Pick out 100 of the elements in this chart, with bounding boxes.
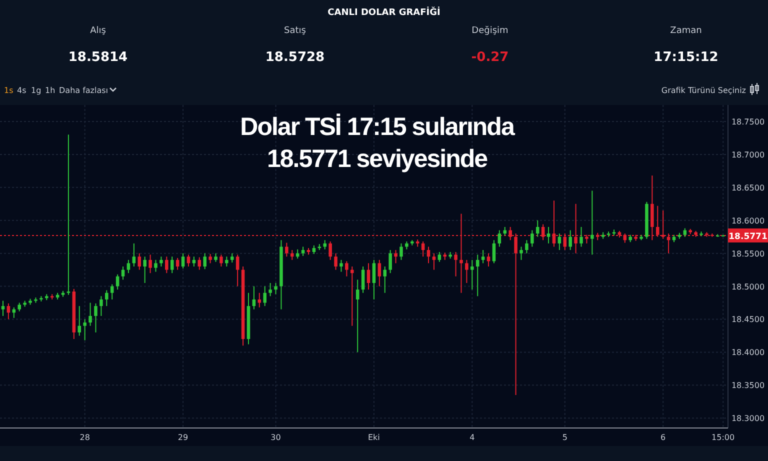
y-tick-label: 18.7500 xyxy=(731,117,765,126)
x-tick-label: 29 xyxy=(178,433,188,442)
candlestick xyxy=(208,253,212,264)
candlestick xyxy=(481,250,485,264)
candlestick xyxy=(220,254,223,267)
candlestick xyxy=(268,282,272,297)
candlestick xyxy=(138,252,142,270)
y-tick-label: 18.5500 xyxy=(731,249,765,258)
candlestick xyxy=(400,242,403,260)
y-tick-label: 18.7000 xyxy=(731,150,765,160)
candlestick xyxy=(383,266,387,294)
candlestick xyxy=(252,286,256,310)
text: Alış xyxy=(90,26,106,36)
y-tick-label: 18.6500 xyxy=(731,183,765,192)
candlestick xyxy=(94,302,98,333)
candlestick xyxy=(66,134,70,296)
text: 1s xyxy=(4,86,14,95)
candlestick xyxy=(83,318,86,341)
candlestick xyxy=(476,254,480,297)
candlestick xyxy=(558,233,562,251)
candlestick xyxy=(203,252,206,270)
candlestick xyxy=(498,230,502,248)
candlestick xyxy=(258,292,262,308)
candlestick xyxy=(290,250,294,260)
text: Satış xyxy=(284,26,306,36)
candlestick xyxy=(438,252,442,262)
candlestick xyxy=(186,254,190,267)
candlestick xyxy=(323,240,326,250)
candlestick xyxy=(132,242,136,267)
candlestick xyxy=(568,230,572,251)
candlestick xyxy=(525,240,528,254)
candlestick xyxy=(328,240,332,260)
candlestick xyxy=(536,220,540,238)
candlestick xyxy=(454,252,458,277)
candlestick xyxy=(394,250,398,264)
candlestick xyxy=(356,279,360,353)
x-tick-label: 15:00 xyxy=(712,433,735,442)
candlestick xyxy=(1,300,5,316)
candlestick xyxy=(230,252,234,264)
candlestick xyxy=(345,260,348,277)
y-tick-label: 18.3000 xyxy=(731,414,765,424)
candlestick xyxy=(225,256,228,267)
candlestick xyxy=(110,284,114,300)
candlestick xyxy=(361,266,365,294)
chart-subtitle: CANLI DOLAR GRAFİĞİ xyxy=(328,6,440,18)
x-tick-label: 4 xyxy=(470,433,475,442)
candlestick xyxy=(154,259,158,272)
text: Dolar TSİ 17:15 sularında 18.5771 seviyesinde xyxy=(240,113,516,173)
candlestick xyxy=(334,252,338,270)
candlestick xyxy=(340,259,343,272)
y-tick-label: 18.4500 xyxy=(731,315,765,324)
candlestick xyxy=(181,252,185,269)
x-tick-label: Eki xyxy=(368,433,380,442)
candlestick xyxy=(486,252,490,267)
y-tick-label: 18.5000 xyxy=(731,282,765,292)
candlestick xyxy=(100,296,103,316)
candlestick xyxy=(263,286,266,307)
candlestick xyxy=(301,246,305,256)
candlestick xyxy=(432,252,436,270)
text: 18.5728 xyxy=(265,50,325,65)
candlestick xyxy=(421,240,425,258)
ref-line-label: 18.5771 xyxy=(728,232,768,242)
y-tick-label: 18.4000 xyxy=(731,348,765,358)
y-tick-label: 18.6000 xyxy=(731,216,765,226)
text: -0.27 xyxy=(471,50,509,65)
text: Grafik Türünü Seçiniz xyxy=(661,86,746,95)
text: 17:15:12 xyxy=(654,50,718,65)
text: 1h xyxy=(45,86,56,95)
candlestick xyxy=(366,262,370,290)
candlestick xyxy=(388,250,392,274)
x-tick-label: 28 xyxy=(80,433,90,442)
candlestick xyxy=(170,256,174,274)
candlestick xyxy=(350,266,354,326)
candlestick xyxy=(590,190,594,256)
text: 1g xyxy=(31,86,42,95)
candlestick xyxy=(285,242,288,258)
candlestick xyxy=(530,230,534,248)
x-tick-label: 6 xyxy=(660,433,666,442)
candlestick xyxy=(78,306,82,336)
text: 4s xyxy=(17,86,26,95)
candlestick xyxy=(546,226,550,244)
candlestick xyxy=(116,274,120,290)
x-tick-label: 5 xyxy=(562,433,568,442)
candlestick xyxy=(148,254,152,274)
candlestick xyxy=(121,266,125,280)
candlestick xyxy=(126,259,130,274)
text: Değişim xyxy=(472,25,508,36)
text: Zaman xyxy=(670,26,702,36)
text: 18.5814 xyxy=(68,50,128,65)
x-tick-label: 30 xyxy=(270,433,281,442)
candlestick xyxy=(88,302,92,326)
y-tick-label: 18.3500 xyxy=(731,381,765,390)
text: Daha fazlası xyxy=(59,86,108,95)
candlestick xyxy=(165,256,168,274)
candlestick xyxy=(274,282,278,295)
candlestick xyxy=(492,240,496,264)
candlestick xyxy=(580,226,583,248)
candlestick xyxy=(520,246,523,260)
candlestick xyxy=(176,257,180,270)
candlestick xyxy=(372,259,376,300)
